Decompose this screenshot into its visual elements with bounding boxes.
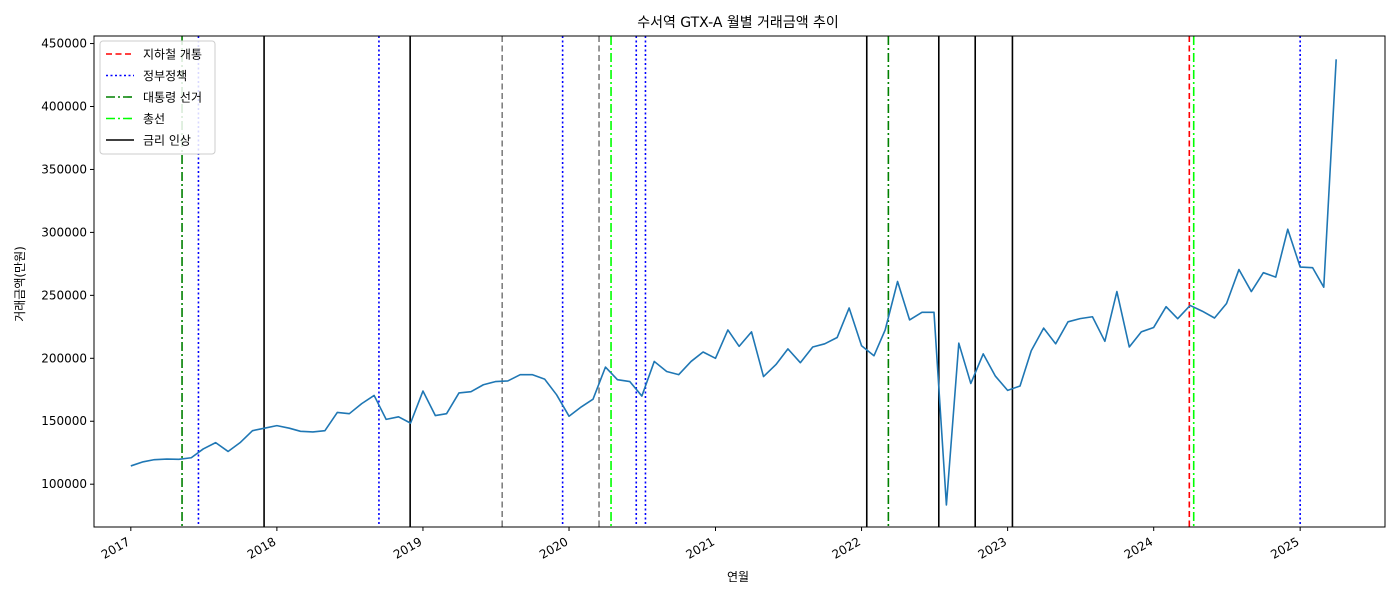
legend-label: 금리 인상 [143,134,191,148]
y-tick-label: 400000 [41,100,87,114]
chart-title: 수서역 GTX-A 월별 거래금액 추이 [637,15,839,31]
legend-label: 정부정책 [143,68,187,83]
series-line [130,59,1337,506]
x-tick-label: 2025 [1268,534,1301,561]
plot-frame [93,35,1386,528]
x-axis: 2017 2018 2019 2020 2021 2022 2023 2024 2025 [99,527,1302,562]
x-axis-title: 연월 [727,570,749,584]
y-tick-label: 150000 [41,414,87,428]
x-tick-label: 2020 [537,534,570,561]
legend-label: 지하철 개통 [143,48,202,62]
x-tick-label: 2023 [976,534,1009,561]
legend-box [99,40,216,155]
x-tick-label: 2019 [391,534,424,561]
legend-label: 대통령 선거 [143,91,202,105]
x-tick-label: 2018 [245,534,278,561]
y-tick-label: 300000 [41,225,87,239]
legend-label: 총선 [143,112,165,126]
y-axis-title: 거래금액(만원) [13,246,27,322]
x-tick-label: 2021 [684,534,717,561]
x-tick-label: 2022 [830,534,863,561]
y-tick-label: 450000 [41,37,87,51]
y-tick-label: 200000 [41,351,87,365]
event-lines [181,36,1301,527]
y-axis: 100000 150000 200000 250000 300000 350000 4000… [41,37,94,491]
y-tick-label: 100000 [41,477,87,491]
x-tick-label: 2024 [1122,534,1155,561]
x-tick-label: 2017 [99,534,132,561]
y-tick-label: 350000 [41,162,87,176]
y-tick-label: 250000 [41,288,87,302]
series-layer [130,59,1337,506]
